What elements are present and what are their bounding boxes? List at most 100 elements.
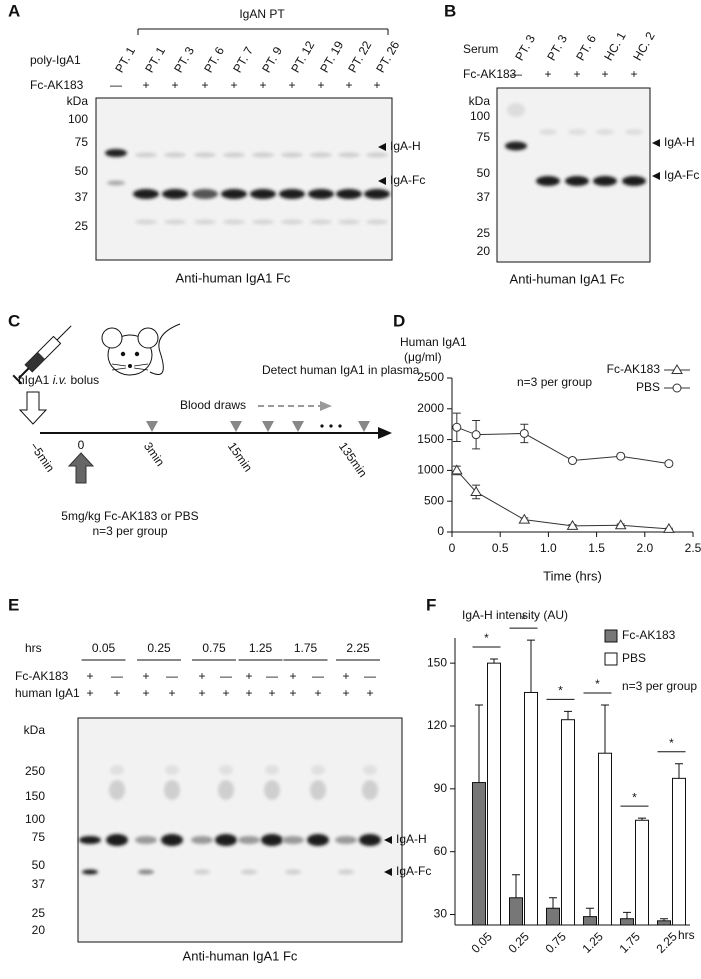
mw-marker: 100 [470,109,490,123]
lane-sign: + [601,67,608,81]
lane-sign: + [168,686,175,700]
mw-marker: 37 [75,190,89,204]
lane-sign: + [142,686,149,700]
band [192,189,218,199]
lane-sign: — [364,669,376,683]
lane-sign: + [198,669,205,683]
lane-sign: + [245,669,252,683]
panel-label: A [8,1,20,20]
band [338,869,354,875]
y-axis-label: (μg/ml) [404,350,442,364]
legend-label: Fc-AK183 [622,628,676,642]
band [138,869,154,875]
y-tick-label: 60 [434,844,448,858]
x-axis-label: hrs [678,928,695,942]
lane-sign: + [573,67,580,81]
x-tick-label: 2.25 [653,929,680,956]
band [109,780,125,800]
lane-label: HC. 2 [630,29,658,63]
bolus-text: bolus [67,373,99,387]
bolus-text: hIgA1 [18,373,53,387]
lane-sign: + [345,78,352,92]
band [311,765,325,775]
band [223,219,245,225]
time-label: 3min [141,440,167,469]
draw-marker [292,421,304,432]
lane-label: HC. 1 [601,29,629,63]
mw-marker: 100 [25,812,45,826]
panel-label: D [393,311,405,330]
error-bar [586,907,594,917]
band [264,780,280,800]
x-tick-label: 2.0 [636,541,653,555]
band [164,219,186,225]
blot-caption: Anti-human IgA1 Fc [176,270,291,285]
band [281,219,303,225]
bar [635,819,649,926]
bar [561,719,575,926]
band [194,869,210,875]
band [191,836,213,844]
lane-sign: + [544,67,551,81]
syringe-handle [12,374,23,385]
legend-marker [671,364,683,374]
band [362,780,378,800]
bar [598,752,612,926]
y-tick-label: 500 [424,493,444,507]
pointer [652,139,660,147]
data-point [664,459,674,469]
pointer [384,868,392,876]
band [135,836,157,844]
band [223,152,245,158]
band [194,152,216,158]
mouse-ear [101,327,123,349]
bar [472,782,486,926]
bar [657,920,671,926]
lane-sign: + [366,686,373,700]
error-bar [475,704,483,783]
band [279,189,305,199]
detect-label: Detect human IgA1 in plasma [262,363,420,377]
row-label: Fc-AK183 [463,67,517,81]
band [161,834,183,846]
y-tick-label: 0 [437,524,444,538]
blot [496,87,651,263]
band [310,780,326,800]
band [307,834,329,846]
lane-label: PT. 7 [230,44,256,75]
bolus-route: i.v. [53,373,67,387]
lane-label: PT. 22 [345,38,374,75]
syringe-needle [56,325,72,341]
band [507,103,525,117]
lane-label: PT. 1 [142,44,168,75]
x-tick-label: 2.5 [685,541,701,555]
bar [509,897,523,926]
band [338,152,360,158]
pointer [652,172,660,180]
mouse-ear [137,327,159,349]
band [265,765,279,775]
band [106,834,128,846]
mw-marker: 25 [477,226,491,240]
kda-label: kDa [24,723,46,737]
lane-sign: + [86,669,93,683]
dot [338,424,342,428]
mw-marker: 150 [25,789,45,803]
bar [620,918,634,926]
time-label: 0.75 [202,641,226,655]
timeline-arrowhead [378,427,392,439]
time-label: 1.25 [249,641,273,655]
mw-marker: 250 [25,764,45,778]
band [364,189,390,199]
legend-label: PBS [622,651,646,665]
blood-draws-label: Blood draws [180,398,246,412]
lane-sign: + [113,686,120,700]
row-label: hrs [25,641,42,655]
error-bar [490,658,498,664]
legend-swatch [604,652,618,666]
band [596,129,614,135]
error-bar [549,897,557,909]
band [363,765,377,775]
significance-mark: * [632,790,637,804]
